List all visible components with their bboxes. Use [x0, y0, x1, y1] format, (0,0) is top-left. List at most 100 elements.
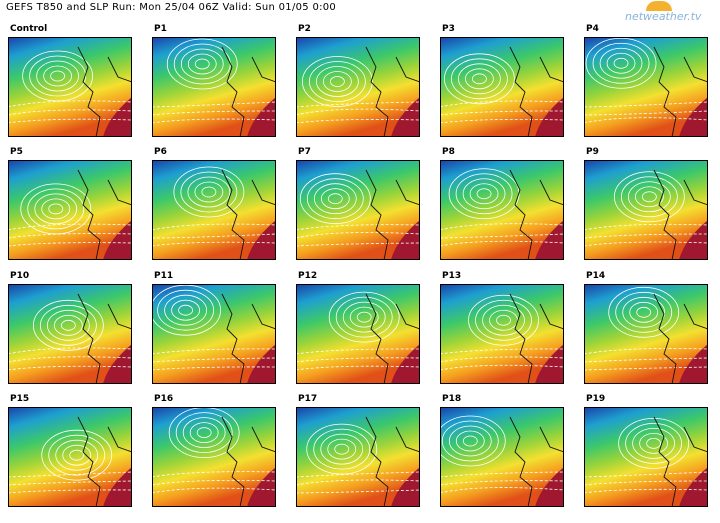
ensemble-map	[152, 37, 276, 137]
isobar	[313, 183, 357, 215]
isotherm	[8, 242, 132, 247]
isobar	[171, 299, 201, 321]
isotherm	[152, 366, 276, 370]
warm-corner	[535, 343, 564, 384]
coastline	[221, 293, 276, 384]
isotherm	[584, 233, 708, 239]
isobar	[182, 417, 226, 448]
isobar	[469, 183, 499, 205]
isobar	[48, 434, 106, 476]
coastline	[77, 46, 132, 137]
isotherm	[152, 479, 276, 486]
isobar	[615, 291, 673, 333]
isotherm	[440, 348, 564, 354]
isobar	[50, 70, 66, 82]
isotherm	[152, 233, 276, 239]
map-border	[152, 37, 276, 137]
ensemble-map	[440, 283, 564, 384]
coastline	[365, 293, 420, 384]
panel-label: P3	[442, 24, 455, 34]
ensemble-map	[584, 283, 708, 384]
isotherm	[296, 242, 420, 247]
isobar	[306, 178, 364, 220]
map-border	[584, 406, 708, 507]
isobar	[468, 294, 539, 346]
isotherm	[584, 347, 708, 354]
ensemble-map	[152, 406, 276, 507]
isobar	[476, 188, 492, 200]
isobar	[462, 178, 506, 210]
warm-corner	[247, 466, 276, 507]
isotherm	[440, 223, 564, 231]
isotherm	[8, 109, 132, 116]
isobar	[201, 186, 217, 198]
isotherm	[584, 488, 708, 494]
isobar	[41, 198, 71, 220]
isobar	[608, 286, 680, 338]
isotherm	[8, 355, 132, 362]
isobar	[613, 57, 629, 69]
isotherm	[584, 101, 708, 108]
isobar	[620, 176, 678, 218]
ensemble-map	[584, 37, 708, 137]
isobar	[451, 58, 508, 100]
warm-corner	[679, 466, 708, 507]
isobar	[622, 296, 666, 328]
isotherm	[152, 110, 276, 116]
isotherm	[8, 233, 132, 239]
map-border	[440, 160, 564, 261]
isotherm	[440, 471, 564, 478]
coastline	[509, 46, 564, 137]
logo: netweather.tv	[625, 10, 702, 23]
coastline	[221, 170, 276, 261]
isobar	[69, 449, 85, 461]
panel-label: P6	[154, 147, 167, 158]
panel-label: P5	[10, 147, 23, 158]
panel-label: P8	[442, 147, 455, 158]
isotherm	[296, 357, 420, 362]
isotherm	[296, 479, 420, 486]
coastline	[365, 416, 420, 507]
isotherm	[440, 233, 564, 239]
coastline	[653, 170, 708, 261]
isobar	[196, 427, 212, 438]
isobar	[327, 438, 357, 460]
ensemble-map	[296, 283, 420, 384]
isobar	[55, 439, 99, 471]
warm-corner	[247, 220, 276, 261]
isotherm	[584, 224, 708, 231]
isobar	[187, 53, 217, 75]
coastline	[365, 46, 420, 137]
isobar	[349, 306, 379, 328]
map-border	[152, 406, 276, 507]
isobar	[27, 188, 85, 230]
isobar	[592, 42, 650, 84]
isotherm	[296, 232, 420, 239]
isobar	[39, 304, 97, 346]
isobar	[194, 181, 224, 203]
warm-corner	[103, 97, 132, 137]
isotherm	[584, 117, 708, 124]
isotherm	[440, 100, 564, 108]
isotherm	[440, 364, 564, 370]
panel-label: P1	[154, 24, 167, 34]
coastline	[653, 416, 708, 507]
isotherm	[584, 241, 708, 247]
isobar	[641, 191, 657, 203]
isotherm	[296, 101, 420, 108]
ensemble-map	[584, 406, 708, 507]
isotherm	[152, 223, 276, 231]
warm-corner	[103, 220, 132, 261]
map-border	[584, 283, 708, 384]
isotherm	[440, 110, 564, 116]
isobar	[166, 38, 238, 90]
isotherm	[296, 108, 420, 116]
isotherm	[152, 101, 276, 108]
isotherm	[8, 489, 132, 494]
isobar	[315, 66, 359, 97]
logo-sun	[646, 1, 672, 11]
isotherm	[584, 480, 708, 486]
header-title: GEFS T850 and SLP Run: Mon 25/04 06Z Val…	[6, 2, 337, 13]
ensemble-map	[296, 406, 420, 507]
isotherm	[8, 347, 132, 354]
